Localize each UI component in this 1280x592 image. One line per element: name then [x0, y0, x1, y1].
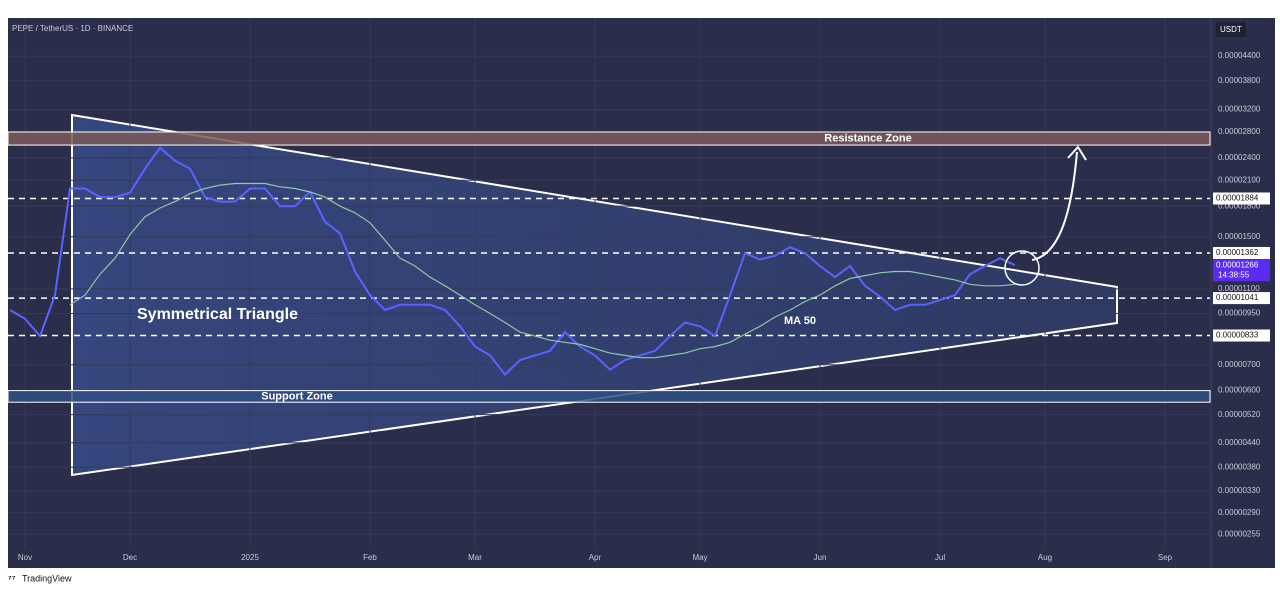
x-tick-label: Dec	[123, 553, 137, 562]
y-tick-label: 0.00001100	[1218, 284, 1260, 293]
y-tick-label: 0.00000440	[1218, 438, 1261, 447]
zone-label: Support Zone	[261, 390, 333, 402]
y-tick-label: 0.00000600	[1218, 386, 1261, 395]
y-tick-label: 0.00000255	[1218, 529, 1261, 538]
y-tick-label: 0.00003800	[1218, 76, 1261, 85]
series	[9, 146, 1016, 377]
y-tick-label: 0.00000520	[1218, 410, 1261, 419]
zone	[7, 390, 1211, 403]
x-tick-label: Feb	[363, 553, 377, 562]
level-label: 0.00001884	[1216, 194, 1259, 203]
y-tick-label: 0.00000290	[1218, 508, 1261, 517]
zones: Resistance Zone Support Zone	[7, 131, 1211, 403]
chart-title: PEPE / TetherUS · 1D · BINANCE	[12, 24, 133, 33]
brand: TradingView	[22, 573, 72, 583]
level-label: 0.00001041	[1216, 293, 1259, 302]
x-tick-label: Aug	[1038, 553, 1052, 562]
y-tick-label: 0.00002800	[1218, 127, 1261, 136]
y-tick-label: 0.00000700	[1218, 360, 1261, 369]
x-tick-label: May	[692, 553, 707, 562]
level-label: 0.00000833	[1216, 331, 1259, 340]
currency-box	[1216, 22, 1246, 37]
y-tick-label: 0.00003200	[1218, 105, 1261, 114]
axis-labels: 0.00004400 0.00003800 0.00003200 0.00002800…	[18, 51, 1270, 562]
y-tick-label: 0.00000380	[1218, 462, 1261, 471]
last-price-box	[1213, 259, 1270, 282]
x-tick-label: Apr	[589, 553, 602, 562]
brand-logo: ⁷⁷	[8, 573, 16, 583]
level-label-box	[1213, 192, 1270, 205]
zone-label: Resistance Zone	[824, 132, 911, 144]
y-tick-label: 0.00000330	[1218, 486, 1261, 495]
price-line	[9, 146, 1016, 377]
annotation: Symmetrical Triangle	[137, 306, 298, 323]
x-tick-label: Sep	[1158, 553, 1173, 562]
y-tick-label: 0.00004400	[1218, 51, 1261, 60]
y-tick-label: 0.00001500	[1218, 232, 1261, 241]
zone	[7, 131, 1211, 146]
highlight-circle	[1004, 250, 1040, 286]
countdown: 14:38:55	[1218, 270, 1250, 279]
x-tick-label: Jun	[814, 553, 827, 562]
y-tick-label: 0.00000950	[1218, 309, 1261, 318]
x-tick-label: 2025	[241, 553, 259, 562]
y-tick-label: 0.00001800	[1218, 201, 1261, 210]
x-tick-label: Nov	[18, 553, 32, 562]
level-label-box	[1213, 329, 1270, 342]
projection-arrow	[1031, 151, 1078, 261]
ma-line	[69, 182, 1016, 359]
y-tick-label: 0.00002100	[1218, 175, 1261, 184]
arrow-head	[1067, 145, 1087, 161]
ma-label: MA 50	[784, 315, 816, 327]
x-tick-label: Jul	[935, 553, 945, 562]
level-label-box	[1213, 292, 1270, 305]
level-label-box	[1213, 246, 1270, 259]
level-label: 0.00001362	[1216, 248, 1259, 257]
x-tick-label: Mar	[468, 553, 482, 562]
last-price-label: 0.00001266	[1216, 260, 1259, 269]
currency: USDT	[1220, 25, 1242, 34]
y-tick-label: 0.00002400	[1218, 153, 1261, 162]
